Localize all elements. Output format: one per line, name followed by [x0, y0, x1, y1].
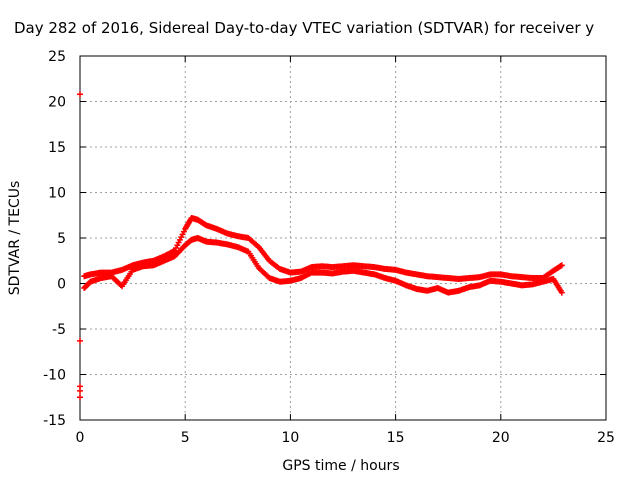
data-point	[558, 262, 565, 269]
x-tick-label: 25	[597, 430, 615, 446]
y-tick-label: 15	[48, 140, 66, 156]
data-point	[77, 387, 83, 394]
y-tick-label: 10	[48, 186, 66, 202]
axis-ticks: 0 5 10 15 20 25 -15 -10 -5 0 5 10 15 20 25	[43, 49, 615, 446]
y-tick-label: -15	[43, 413, 66, 429]
chart-title: Day 282 of 2016, Sidereal Day-to-day VTE…	[14, 19, 594, 37]
grid-lines	[80, 56, 606, 420]
x-tick-label: 0	[76, 430, 85, 446]
x-axis-label: GPS time / hours	[282, 458, 399, 474]
plot-frame	[79, 55, 607, 421]
y-tick-label: 25	[48, 49, 66, 65]
y-tick-label: 20	[48, 95, 66, 111]
data-point	[77, 337, 83, 344]
data-point	[77, 91, 83, 98]
y-tick-label: -10	[43, 368, 66, 384]
x-tick-label: 15	[387, 430, 405, 446]
x-tick-label: 20	[492, 430, 510, 446]
data-point	[77, 394, 83, 401]
x-tick-label: 5	[181, 430, 190, 446]
data-point	[558, 289, 565, 296]
y-tick-label: 0	[57, 277, 66, 293]
y-axis-label: SDTVAR / TECUs	[7, 181, 23, 296]
y-tick-label: 5	[57, 231, 66, 247]
x-tick-label: 10	[281, 430, 299, 446]
data-points	[77, 91, 565, 401]
plot-border	[79, 55, 607, 421]
y-tick-label: -5	[52, 322, 66, 338]
